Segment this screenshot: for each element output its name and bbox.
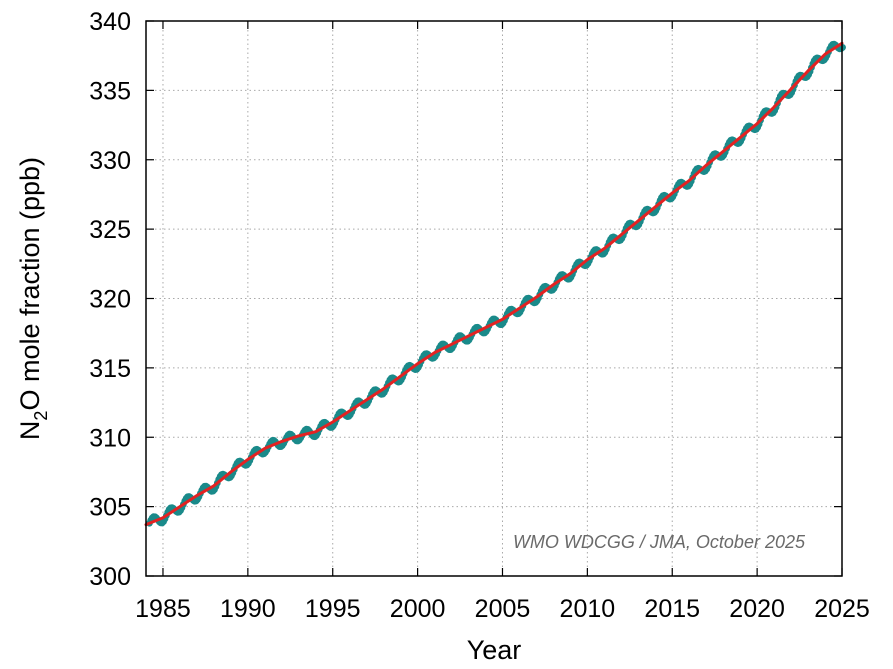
x-tick-label: 2000 xyxy=(390,595,446,623)
y-axis-title-subscript: 2 xyxy=(31,411,51,421)
y-tick-label: 310 xyxy=(89,424,131,452)
y-tick-labels: 300 305 310 315 320 325 330 335 340 xyxy=(89,8,131,591)
x-tick-label: 1990 xyxy=(220,595,276,623)
y-tick-label: 315 xyxy=(89,355,131,383)
grid xyxy=(146,21,842,576)
x-tick-label: 2005 xyxy=(475,595,531,623)
x-tick-label: 2015 xyxy=(644,595,700,623)
y-tick-label: 330 xyxy=(89,147,131,175)
y-tick-label: 340 xyxy=(89,8,131,36)
y-tick-label: 305 xyxy=(89,494,131,522)
y-tick-label: 335 xyxy=(89,77,131,105)
x-tick-labels: 1985 1990 1995 2000 2005 2010 2015 2020 2025 xyxy=(135,595,870,623)
x-tick-label: 2010 xyxy=(560,595,616,623)
series-trend xyxy=(144,41,844,527)
y-axis-title: N2O mole fraction (ppb) xyxy=(15,157,51,440)
trend-line xyxy=(144,41,844,527)
series-monthly-mean xyxy=(146,40,846,527)
y-axis-title-suffix: O mole fraction (ppb) xyxy=(15,157,45,411)
y-tick-label: 300 xyxy=(89,563,131,591)
x-tick-label: 2025 xyxy=(814,595,870,623)
y-axis-title-prefix: N xyxy=(15,421,45,441)
x-tick-label: 2020 xyxy=(729,595,785,623)
source-credit: WMO WDCGG / JMA, October 2025 xyxy=(513,532,806,552)
axis-ticks xyxy=(146,20,843,577)
x-tick-label: 1985 xyxy=(135,595,191,623)
x-axis-title: Year xyxy=(467,635,522,665)
y-tick-label: 325 xyxy=(89,216,131,244)
x-tick-label: 1995 xyxy=(305,595,361,623)
y-tick-label: 320 xyxy=(89,286,131,314)
series-layer xyxy=(144,40,846,527)
